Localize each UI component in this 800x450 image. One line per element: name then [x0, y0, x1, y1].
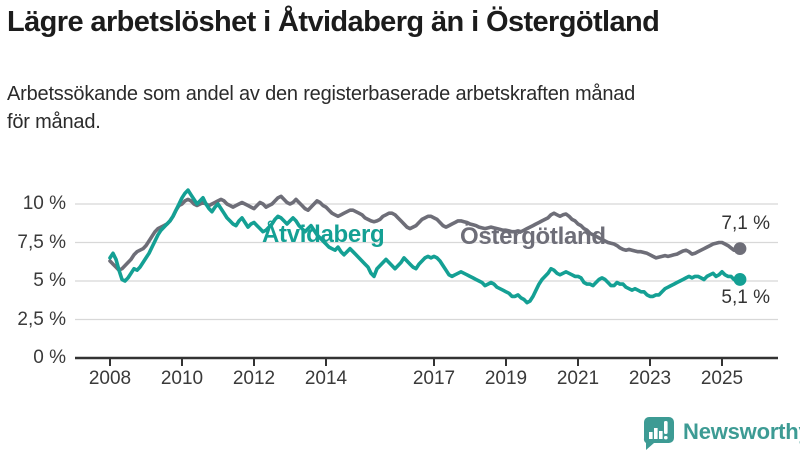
x-tick-label: 2008	[88, 368, 132, 389]
series-end-dot-åtvidaberg	[733, 273, 747, 286]
x-tick-label: 2025	[700, 368, 744, 389]
chart-subtitle: Arbetssökande som andel av den registerb…	[7, 80, 793, 136]
x-tick-label: 2021	[556, 368, 600, 389]
page-title: Lägre arbetslöshet i Åtvidaberg än i Öst…	[7, 6, 660, 38]
x-tick-label: 2010	[160, 368, 204, 389]
series-line-åtvidaberg	[108, 188, 742, 305]
y-tick-label: 7,5 %	[17, 231, 66, 253]
series-line-östergötland	[108, 194, 742, 273]
y-tick-label: 5 %	[33, 270, 66, 291]
newsworthy-logo: Newsworthy	[640, 414, 800, 450]
brand-name: Newsworthy	[683, 419, 800, 444]
series-label-atvidaberg: Åtvidaberg	[262, 221, 385, 248]
x-tick-label: 2019	[484, 368, 528, 389]
speech-bubble-shape	[643, 417, 674, 450]
subtitle-line-1: Arbetssökande som andel av den registerb…	[7, 83, 636, 105]
x-tick-label: 2014	[304, 368, 348, 389]
series-end-dot-östergötland	[733, 242, 747, 256]
newsworthy-icon	[643, 417, 674, 450]
series-label-ostergotland: Östergötland	[460, 223, 606, 250]
y-tick-label: 2,5 %	[17, 308, 66, 330]
end-value-atvidaberg: 5,1 %	[721, 287, 770, 308]
end-value-ostergotland: 7,1 %	[721, 213, 770, 234]
x-tick-label: 2023	[628, 368, 672, 389]
subtitle-line-2: för månad.	[7, 111, 101, 133]
x-tick-label: 2017	[412, 368, 456, 389]
y-tick-label: 10 %	[22, 193, 66, 214]
x-tick-label: 2012	[232, 368, 276, 389]
y-tick-label: 0 %	[33, 347, 66, 368]
